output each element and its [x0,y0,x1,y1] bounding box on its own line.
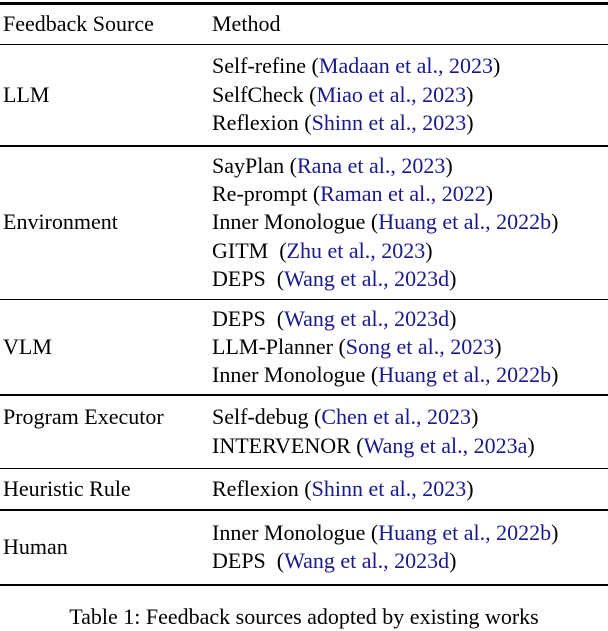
method-list: SayPlan (Rana et al., 2023) Re-prompt (R… [212,152,608,294]
close-paren: ) [551,519,559,545]
feedback-source-label: Program Executor [3,404,164,430]
close-paren: ) [551,209,559,235]
close-paren: ) [449,266,457,292]
method-line: Inner Monologue (Huang et al., 2022b) [212,519,608,547]
close-paren: ) [493,53,501,79]
method-name: SayPlan ( [212,152,297,178]
section-separator-rule [0,298,608,301]
method-name: Self-refine ( [212,53,319,79]
method-line: DEPS (Wang et al., 2023d) [212,265,608,293]
method-name: INTERVENOR ( [212,432,364,458]
section-separator-rule [0,145,608,147]
citation-link[interactable]: Huang et al., 2022b [378,519,552,545]
citation-link[interactable]: Huang et al., 2022b [378,362,552,388]
method-list: DEPS (Wang et al., 2023d) LLM-Planner (S… [212,305,608,390]
method-list: Inner Monologue (Huang et al., 2022b) DE… [212,519,608,576]
method-line: Re-prompt (Raman et al., 2022) [212,180,608,208]
close-paren: ) [449,548,457,574]
method-name: SelfCheck ( [212,81,317,107]
citation-link[interactable]: Madaan et al., 2023 [318,53,493,79]
method-line: DEPS (Wang et al., 2023d) [212,305,608,333]
table-top-rule [0,2,608,5]
method-name: Inner Monologue ( [212,209,379,235]
feedback-group-row-heuristic-rule: Heuristic Rule Reflexion (Shinn et al., … [0,469,608,509]
method-line: INTERVENOR (Wang et al., 2023a) [212,432,608,460]
close-paren: ) [466,475,474,501]
citation-link[interactable]: Wang et al., 2023d [284,548,450,574]
feedback-group-row-llm: LLM Self-refine (Madaan et al., 2023) Se… [0,45,608,145]
close-paren: ) [466,81,474,107]
feedback-group-row-environment: Environment SayPlan (Rana et al., 2023) … [0,147,608,299]
table-header-row: Feedback Source Method [0,5,608,44]
close-paren: ) [471,404,479,430]
table-caption: Table 1: Feedback sources adopted by exi… [69,604,539,630]
feedback-source-label: Heuristic Rule [3,475,131,501]
citation-link[interactable]: Wang et al., 2023d [284,266,450,292]
method-name: Reflexion ( [212,110,312,135]
section-separator-rule [0,509,608,511]
method-line: Self-refine (Madaan et al., 2023) [212,52,608,80]
method-line: GITM (Zhu et al., 2023) [212,237,608,265]
feedback-source-label: LLM [3,81,50,107]
close-paren: ) [425,237,433,263]
feedback-source-label: VLM [3,334,52,360]
method-name: Inner Monologue ( [212,519,379,545]
citation-link[interactable]: Wang et al., 2023a [363,432,528,458]
feedback-group-row-program-executor: Program Executor Self-debug (Chen et al.… [0,396,608,468]
method-line: DEPS (Wang et al., 2023d) [212,547,608,575]
citation-link[interactable]: Miao et al., 2023 [316,81,467,107]
citation-link[interactable]: Raman et al., 2022 [320,180,486,206]
method-name: DEPS ( [212,548,285,574]
section-separator-rule [0,394,608,396]
citation-link[interactable]: Huang et al., 2022b [378,209,552,235]
method-line: Self-debug (Chen et al., 2023) [212,403,608,431]
method-line: Inner Monologue (Huang et al., 2022b) [212,361,608,389]
citation-link[interactable]: Chen et al., 2023 [321,404,472,430]
citation-link[interactable]: Shinn et al., 2023 [311,110,467,135]
citation-link[interactable]: Song et al., 2023 [345,334,495,360]
column-header-method: Method [212,10,281,36]
feedback-group-row-human: Human Inner Monologue (Huang et al., 202… [0,511,608,584]
method-name: DEPS ( [212,305,285,331]
feedback-source-label: Human [3,534,68,560]
close-paren: ) [445,152,453,178]
close-paren: ) [466,110,474,135]
method-line: LLM-Planner (Song et al., 2023) [212,333,608,361]
method-line: Reflexion (Shinn et al., 2023) [212,109,608,137]
method-list: Reflexion (Shinn et al., 2023) [212,475,608,503]
method-name: GITM ( [212,237,287,263]
table-bottom-rule [0,583,608,587]
close-paren: ) [494,334,502,360]
citation-link[interactable]: Rana et al., 2023 [296,152,446,178]
feedback-group-row-vlm: VLM DEPS (Wang et al., 2023d) LLM-Planne… [0,300,608,394]
feedback-source-label: Environment [3,209,118,235]
column-header-feedback-source: Feedback Source [3,10,154,36]
method-name: Re-prompt ( [212,180,321,206]
close-paren: ) [551,362,559,388]
citation-link[interactable]: Wang et al., 2023d [284,305,450,331]
close-paren: ) [527,432,535,458]
method-list: Self-debug (Chen et al., 2023) INTERVENO… [212,403,608,460]
citation-link[interactable]: Zhu et al., 2023 [286,237,426,263]
method-list: Self-refine (Madaan et al., 2023) SelfCh… [212,52,608,137]
method-name: Self-debug ( [212,404,322,430]
section-separator-rule [0,467,608,470]
header-separator-rule [0,43,608,46]
close-paren: ) [485,180,494,206]
method-name: LLM-Planner ( [212,334,346,360]
citation-link[interactable]: Shinn et al., 2023 [311,475,467,501]
method-line: Inner Monologue (Huang et al., 2022b) [212,208,608,236]
close-paren: ) [449,305,457,331]
method-line: SayPlan (Rana et al., 2023) [212,152,608,180]
method-name: DEPS ( [212,266,285,292]
method-name: Inner Monologue ( [212,362,379,388]
method-line: SelfCheck (Miao et al., 2023) [212,81,608,109]
method-line: Reflexion (Shinn et al., 2023) [212,475,608,503]
method-name: Reflexion ( [212,475,312,501]
